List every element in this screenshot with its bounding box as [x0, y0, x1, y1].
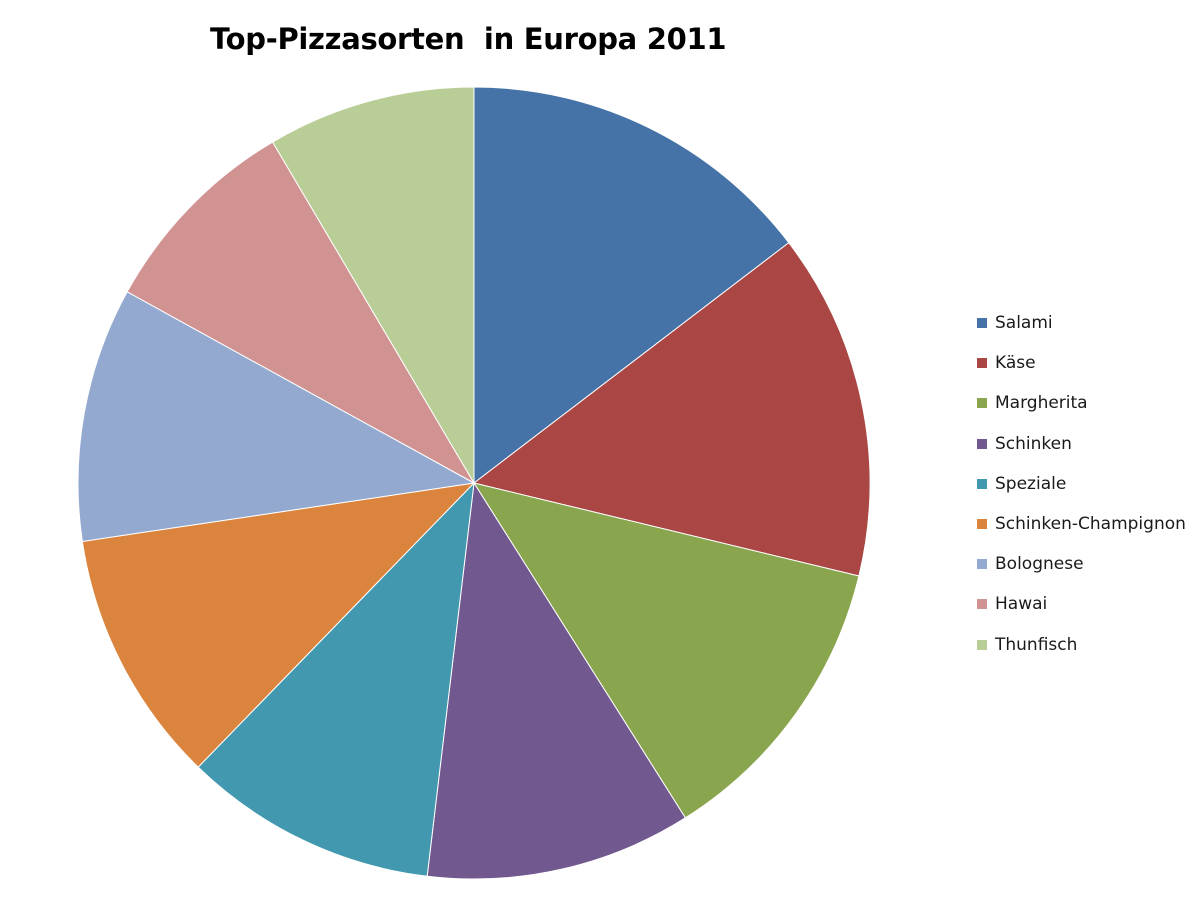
legend-swatch [977, 559, 987, 570]
legend-swatch [977, 639, 987, 650]
legend-label: Speziale [995, 473, 1067, 494]
pie-slice-salami [473, 86, 790, 485]
legend-swatch [977, 518, 987, 529]
pie-slice-bolognese [77, 291, 476, 543]
legend-label: Salami [995, 313, 1053, 333]
legend-swatch [977, 599, 987, 610]
legend-swatch [977, 318, 987, 328]
legend-label: Käse [995, 353, 1036, 374]
pie-slice-thunfisch [271, 86, 475, 485]
legend-swatch [977, 398, 987, 409]
legend-swatch [977, 438, 987, 449]
chart-title: Top-Pizzasorten in Europa 2011 [210, 22, 727, 56]
legend-swatch [977, 478, 987, 489]
pie-slice-hawai [126, 141, 476, 485]
pie-slice-speziale [197, 481, 475, 877]
pie-slice-margherita [472, 482, 860, 819]
legend-label: Thunfisch [995, 634, 1078, 655]
legend-label: Schinken [995, 433, 1072, 454]
pie-slice-schinken-champignon [81, 482, 476, 768]
legend-label: Schinken-Champignon [995, 513, 1186, 534]
pie-slice-schinken [426, 481, 687, 880]
pie-slice-k-se [472, 242, 871, 577]
legend-label: Bolognese [995, 554, 1084, 575]
legend-label: Margherita [995, 393, 1088, 414]
legend-swatch [977, 358, 987, 369]
legend-label: Hawai [995, 594, 1048, 615]
